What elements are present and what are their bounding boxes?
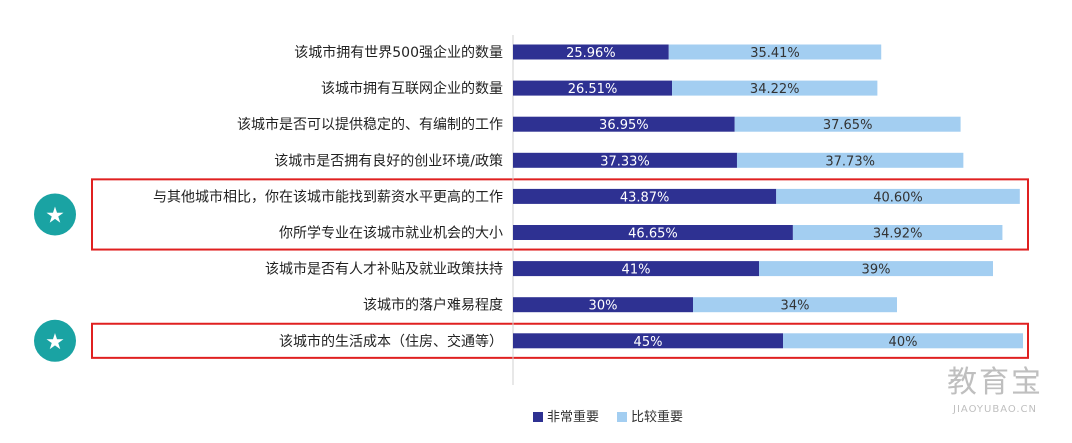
data-label-very-important: 37.33%: [600, 154, 650, 169]
bar-very-important: [513, 80, 673, 96]
star-icon: ★: [45, 203, 65, 228]
category-label: 该城市是否可以提供稳定的、有编制的工作: [237, 116, 503, 133]
category-labels: 该城市拥有世界500强企业的数量该城市拥有互联网企业的数量该城市是否可以提供稳定…: [153, 44, 503, 350]
category-label: 该城市拥有互联网企业的数量: [321, 80, 503, 97]
star-badge: [34, 319, 76, 362]
highlight-box: [91, 322, 1029, 359]
star-icon: ★: [45, 330, 65, 355]
bar-fairly-important: [668, 44, 882, 60]
bar-fairly-important: [693, 297, 897, 313]
data-label-very-important: 43.87%: [620, 190, 670, 205]
data-label-fairly-important: 34.92%: [873, 227, 923, 242]
bar-fairly-important: [792, 225, 1003, 240]
data-label-very-important: 41%: [622, 263, 651, 278]
watermark-sub: JIAOYUBAO.CN: [952, 404, 1037, 415]
category-label: 该城市是否拥有良好的创业环境/政策: [274, 152, 503, 169]
data-label-very-important: 46.65%: [628, 227, 678, 242]
data-label-fairly-important: 37.65%: [823, 118, 873, 133]
bar-very-important: [513, 297, 693, 313]
bar-very-important: [513, 261, 759, 277]
data-label-fairly-important: 35.41%: [750, 46, 800, 61]
data-label-fairly-important: 37.73%: [825, 154, 875, 169]
category-label: 该城市的落户难易程度: [363, 297, 503, 314]
data-label-very-important: 30%: [589, 299, 618, 314]
data-label-very-important: 25.96%: [566, 46, 616, 61]
bar-fairly-important: [776, 188, 1020, 204]
bar-very-important: [513, 188, 777, 204]
legend-swatch: [533, 412, 543, 422]
category-label: 该城市的生活成本（住房、交通等）: [279, 333, 503, 350]
bar-fairly-important: [672, 80, 878, 96]
legend-swatch: [617, 412, 627, 422]
legend: 非常重要 比较重要: [533, 409, 683, 425]
category-label: 该城市拥有世界500强企业的数量: [294, 44, 503, 61]
bar-very-important: [513, 152, 737, 168]
bar-very-important: [513, 44, 669, 60]
bar-very-important: [513, 116, 735, 132]
legend-label: 非常重要: [547, 409, 599, 425]
watermark-main: 教育宝: [947, 365, 1043, 400]
legend-label: 比较重要: [631, 409, 683, 425]
highlight-box: [91, 178, 1029, 251]
data-label-very-important: 26.51%: [568, 82, 618, 97]
bar-fairly-important: [734, 116, 961, 132]
data-label-very-important: 36.95%: [599, 118, 649, 133]
category-label: 该城市是否有人才补贴及就业政策扶持: [265, 261, 503, 278]
data-label-fairly-important: 40%: [889, 335, 918, 350]
data-label-very-important: 45%: [634, 335, 663, 350]
highlight-boxes: [91, 178, 1029, 359]
bars: 25.96% 35.41% 26.51% 34.22% 36.95% 37.65% 37.3…: [513, 44, 1023, 350]
star-markers: ★★: [34, 193, 76, 362]
bar-fairly-important: [783, 333, 1023, 349]
category-label: 与其他城市相比，你在该城市能找到薪资水平更高的工作: [153, 188, 503, 205]
watermark: 教育宝 JIAOYUBAO.CN: [947, 365, 1043, 415]
bar-fairly-important: [736, 152, 964, 168]
data-label-fairly-important: 40.60%: [873, 190, 923, 205]
star-badge: [34, 193, 76, 236]
bar-very-important: [513, 333, 783, 349]
bar-very-important: [513, 225, 793, 240]
data-label-fairly-important: 34%: [781, 299, 810, 314]
category-label: 你所学专业在该城市就业机会的大小: [279, 225, 503, 242]
data-label-fairly-important: 39%: [862, 263, 891, 278]
data-label-fairly-important: 34.22%: [750, 82, 800, 97]
bar-fairly-important: [759, 261, 993, 277]
